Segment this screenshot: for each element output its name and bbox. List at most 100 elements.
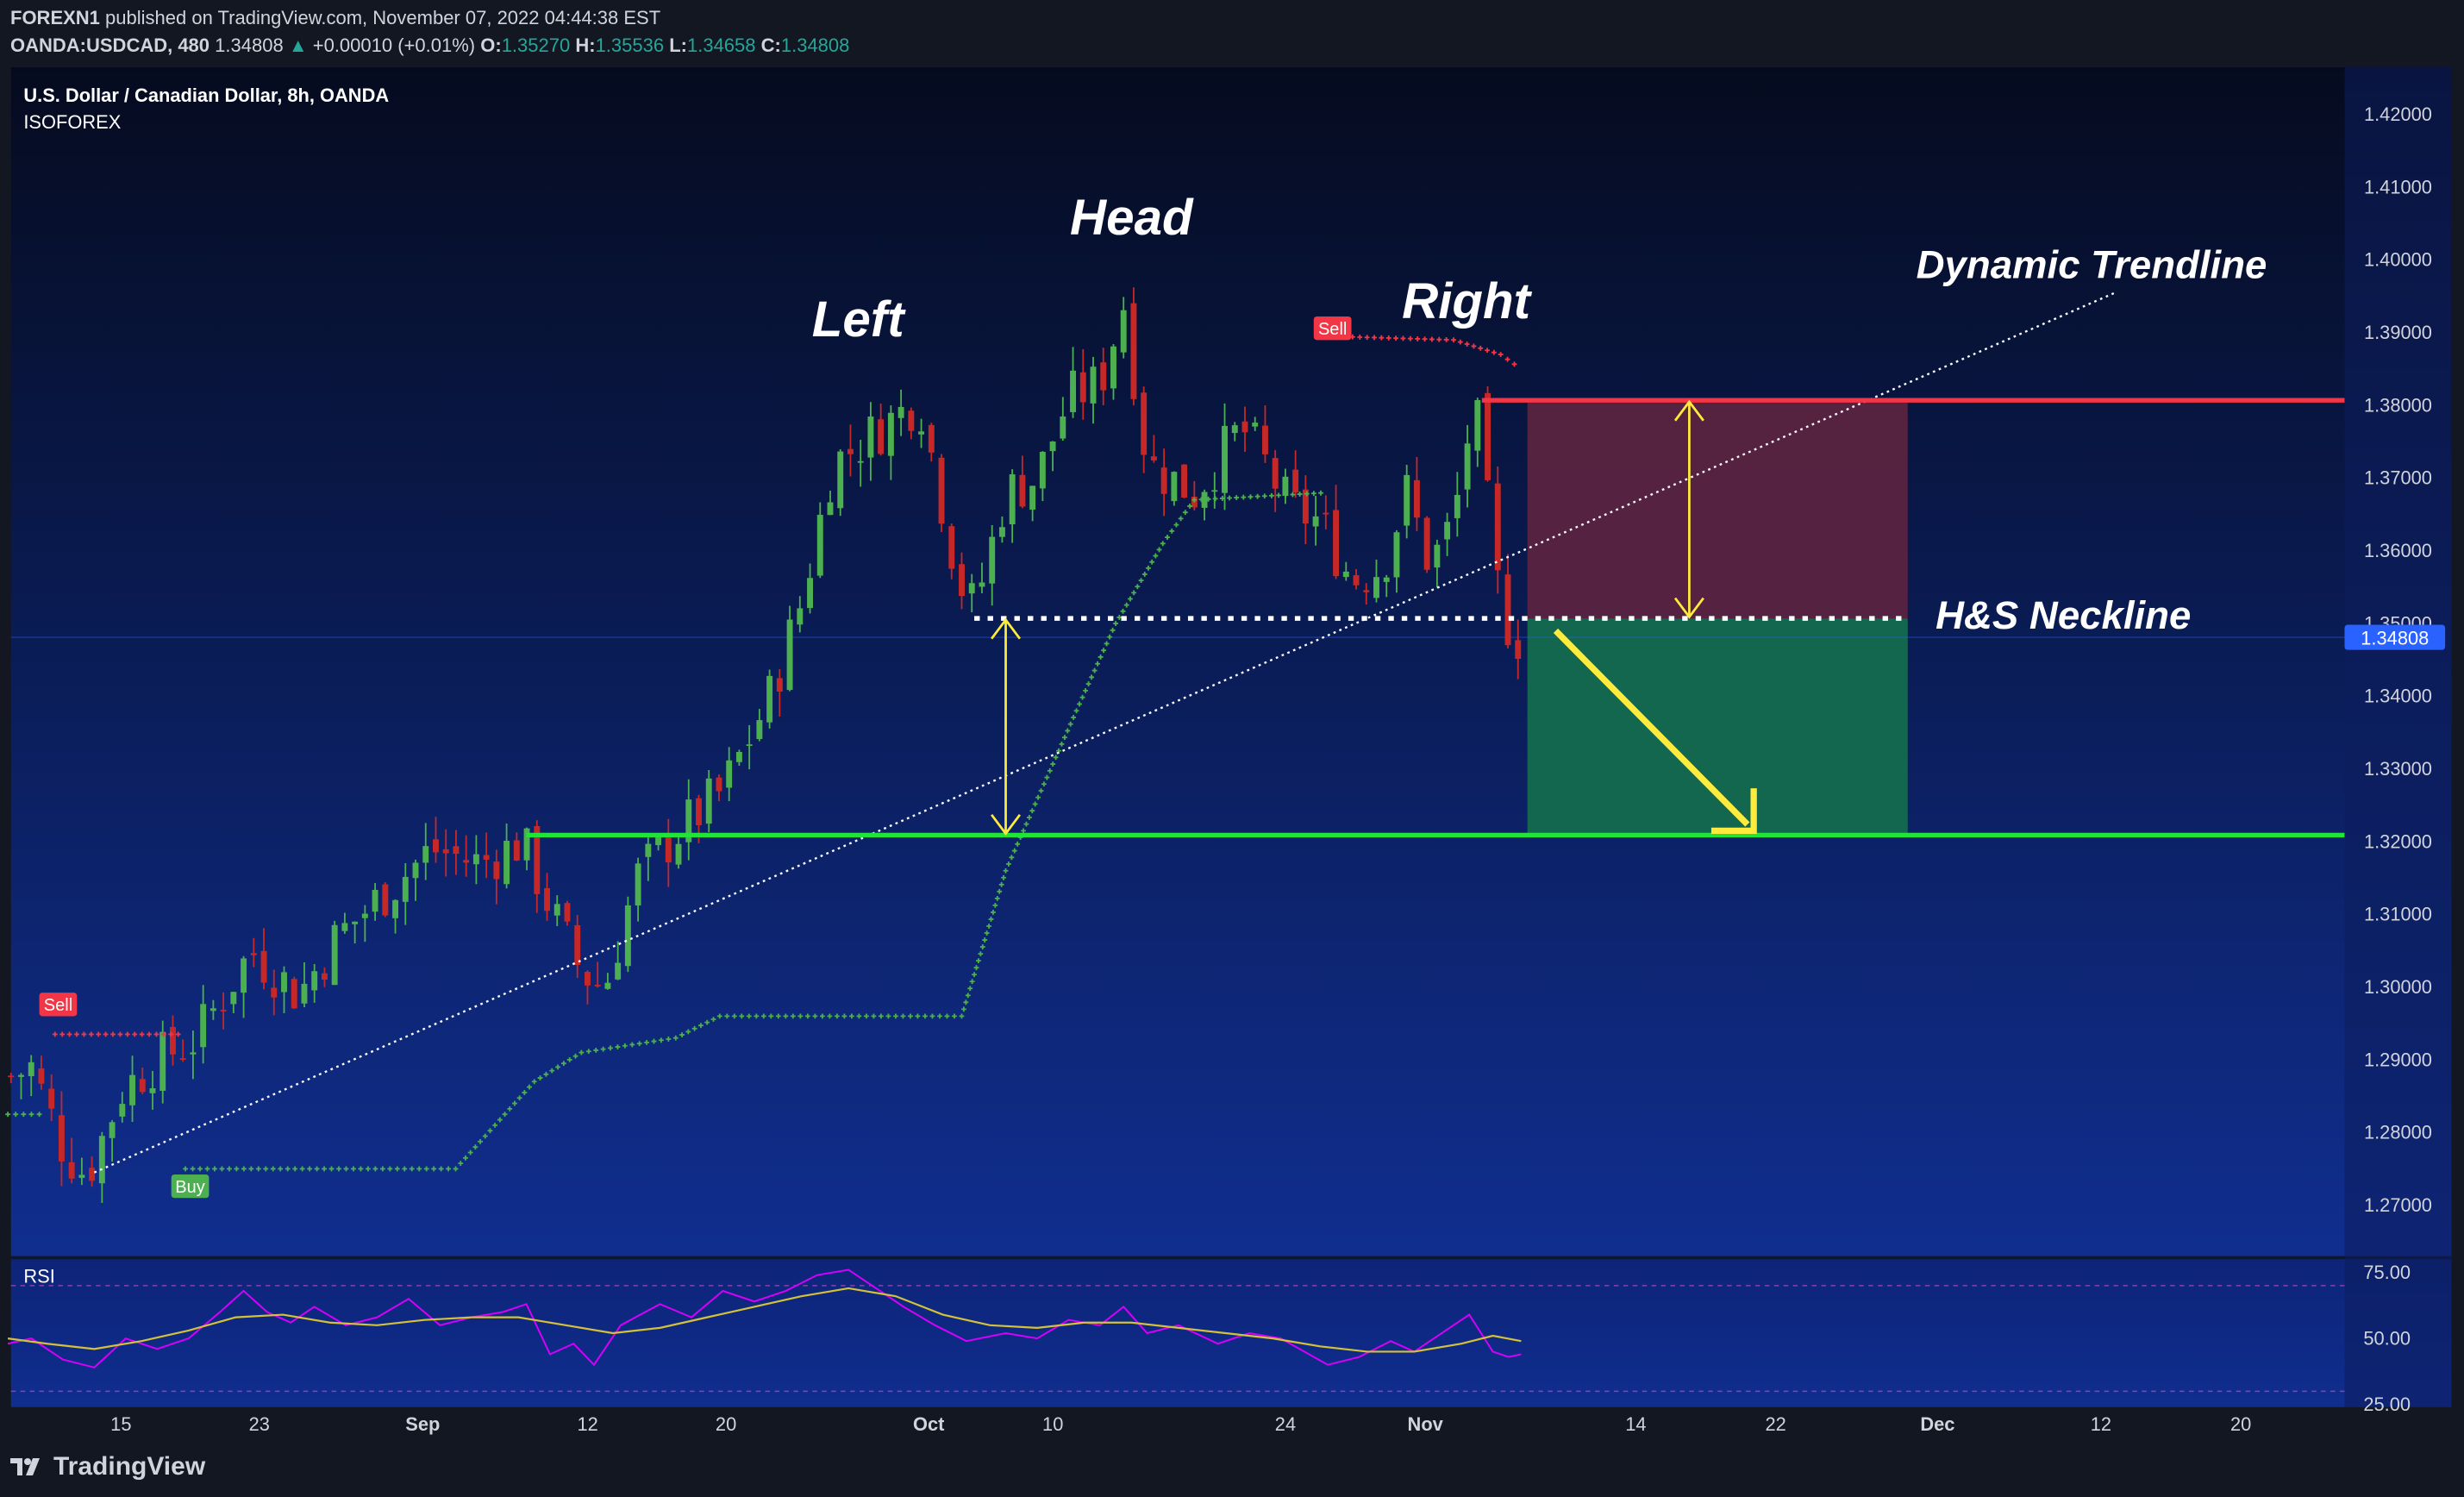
trailing-stop-red: [52, 1031, 181, 1037]
trailing-stop-mark: [487, 1128, 493, 1134]
trailing-stop-mark: [1457, 339, 1463, 345]
trailing-stop-mark: [1219, 496, 1225, 501]
candle-body: [705, 778, 712, 824]
trailing-stop-mark: [716, 1013, 722, 1019]
candle-body: [1393, 532, 1400, 578]
candle-body: [1333, 510, 1340, 577]
trailing-stop-mark: [1091, 667, 1098, 673]
candle-body: [938, 457, 945, 524]
trailing-stop-mark: [190, 1166, 196, 1172]
candle-body: [352, 921, 359, 924]
trailing-stop-mark: [1123, 602, 1129, 608]
trailing-stop-mark: [952, 1013, 957, 1019]
candle-body: [402, 876, 409, 902]
candle-body: [655, 836, 662, 846]
candle-body: [1353, 575, 1360, 586]
trailing-stop-mark: [1511, 361, 1517, 367]
trailing-stop-mark: [147, 1031, 152, 1037]
trailing-stop-mark: [322, 1166, 327, 1172]
measure-arrow-head: [1673, 399, 1704, 422]
published-info: published on TradingView.com, November 0…: [105, 7, 661, 28]
candle-body: [1141, 392, 1148, 455]
candle-body: [210, 1008, 216, 1012]
trailing-stop-mark: [739, 1013, 745, 1019]
trailing-stop-mark: [1169, 528, 1175, 534]
trailing-stop-mark: [387, 1166, 393, 1172]
rsi-ma-line: [7, 1287, 1522, 1353]
candle-body: [1494, 483, 1501, 571]
trailing-stop-mark: [1415, 336, 1421, 341]
candle-body: [959, 564, 965, 597]
y-tick-label: 1.30000: [2364, 976, 2432, 998]
trailing-stop-mark: [685, 1029, 691, 1035]
trailing-stop-mark: [1156, 547, 1162, 553]
trailing-stop-mark: [1083, 687, 1088, 693]
candle-body: [1434, 544, 1441, 568]
footer-bar: TradingView: [0, 1440, 2464, 1497]
trailing-stop-mark: [1059, 741, 1065, 747]
trailing-stop-mark: [994, 895, 1000, 901]
trailing-stop-mark: [103, 1031, 109, 1037]
trailing-stop-mark: [36, 1112, 42, 1118]
candle-body: [1312, 516, 1319, 527]
trailing-stop-mark: [1182, 510, 1188, 516]
trailing-stop-mark: [522, 1089, 528, 1095]
candle-body: [989, 536, 996, 584]
trailing-stop-mark: [402, 1166, 408, 1172]
change-arrow-icon: ▲: [288, 34, 308, 56]
candle-body: [1261, 425, 1268, 454]
candle-body: [159, 1031, 166, 1091]
x-tick-label: 12: [578, 1413, 598, 1435]
candle-body: [341, 923, 348, 931]
measure-arrow-head: [991, 617, 1022, 640]
trailing-stop-mark: [270, 1166, 276, 1172]
price-axis-background[interactable]: [2344, 67, 2452, 1407]
trailing-stop-mark: [937, 1013, 942, 1019]
symbol-label[interactable]: OANDA:USDCAD, 480: [10, 34, 210, 56]
trailing-stop-mark: [219, 1166, 225, 1172]
trailing-stop-mark: [292, 1166, 298, 1172]
trailing-stop-mark: [984, 930, 990, 936]
trailing-stop-mark: [1400, 335, 1406, 341]
trailing-stop-mark: [88, 1031, 94, 1037]
y-tick-label: 1.39000: [2364, 322, 2432, 343]
candle-body: [453, 846, 460, 855]
trailing-stop-mark: [1001, 874, 1007, 880]
candle-body: [361, 913, 368, 918]
chart-area[interactable]: Sell Buy Sell Left Head Right Dynamic Trendlin…: [0, 67, 2464, 1440]
trailing-stop-mark: [1153, 553, 1159, 559]
brand-name: TradingView: [53, 1452, 206, 1481]
annotation-label: Left: [812, 291, 906, 348]
trailing-stop-mark: [679, 1032, 685, 1037]
trailing-stop-mark: [234, 1166, 240, 1172]
price-change: +0.00010 (+0.01%): [312, 34, 476, 56]
publisher-name[interactable]: FOREXN1: [10, 7, 100, 28]
rsi-y-tick-label: 50.00: [2363, 1327, 2411, 1349]
trailing-stop-mark: [982, 937, 988, 943]
ohlc-line: OANDA:USDCAD, 480 1.34808 ▲ +0.00010 (+0…: [10, 34, 849, 57]
candle-body: [372, 889, 378, 912]
trailing-stop-mark: [467, 1149, 473, 1156]
trailing-stop-mark: [1107, 634, 1113, 640]
trailing-stop-mark: [365, 1166, 371, 1172]
publication-line: FOREXN1 published on TradingView.com, No…: [10, 7, 660, 29]
candle-body: [260, 950, 267, 983]
trailing-stop-mark: [458, 1161, 464, 1167]
candle-body: [1019, 474, 1026, 507]
brand-logo[interactable]: TradingView: [9, 1452, 205, 1481]
trailing-stop-mark: [507, 1106, 513, 1112]
candle-body: [1485, 392, 1492, 480]
x-tick-label: Sep: [405, 1413, 440, 1435]
price-chart[interactable]: Sell Buy Sell Left Head Right Dynamic Trendlin…: [0, 67, 2464, 1440]
candle-body: [1515, 640, 1522, 659]
candle-body: [604, 982, 611, 989]
candle-body: [564, 903, 571, 922]
trailing-stop-mark: [1047, 767, 1053, 774]
x-tick-label: Nov: [1408, 1413, 1444, 1435]
trailing-stop-mark: [819, 1013, 825, 1019]
candle-body: [807, 578, 813, 609]
trailing-stop-mark: [972, 972, 977, 978]
buy-signal-badge: [171, 1174, 210, 1199]
trailing-stop-mark: [1248, 494, 1254, 500]
trailing-stop-mark: [1357, 335, 1363, 340]
